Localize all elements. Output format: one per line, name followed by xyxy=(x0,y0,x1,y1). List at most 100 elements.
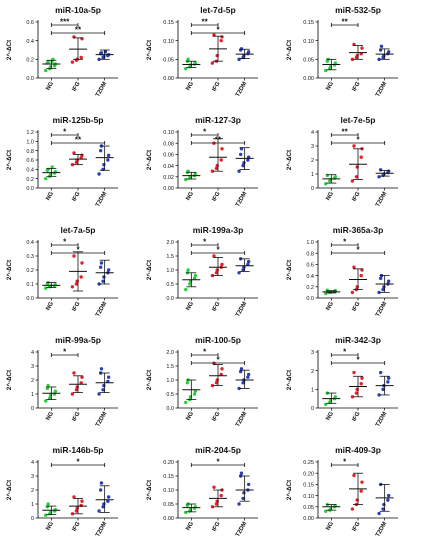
data-point xyxy=(324,182,328,186)
data-point xyxy=(378,276,383,281)
y-tick-label: 3 xyxy=(31,364,34,370)
data-point xyxy=(333,395,338,399)
data-point xyxy=(378,370,383,375)
y-tick-label: 4 xyxy=(311,130,314,136)
significance-label: ** xyxy=(342,128,349,137)
data-point xyxy=(188,282,192,286)
data-point xyxy=(97,57,101,62)
y-tick-label: 4 xyxy=(31,350,34,356)
chart-panel: miR-146b-5p 2^-∆Ct 0 1 2 3 4 NG IFG T2DM * xyxy=(5,445,118,538)
y-tick-label: 0.0 xyxy=(166,406,174,412)
x-tick-label: IFG xyxy=(212,81,222,93)
data-point xyxy=(359,273,363,278)
y-tick-label: 2 xyxy=(31,378,34,384)
y-tick-label: 0.6 xyxy=(26,20,34,26)
chart-panel: miR-127-3p 2^-∆Ct 0.00 0.02 0.04 0.06 0.08 0.10… xyxy=(145,115,258,208)
y-tick-label: 0 xyxy=(311,186,314,192)
data-point xyxy=(325,173,330,178)
data-point xyxy=(246,259,251,264)
y-tick-label: 0.05 xyxy=(303,58,314,64)
significance-label: * xyxy=(76,458,80,467)
significance-label: ** xyxy=(215,136,222,145)
data-point xyxy=(377,511,381,516)
significance-label: ** xyxy=(342,18,349,27)
chart-title: miR-365a-3p xyxy=(333,225,384,235)
y-tick-label: 4 xyxy=(31,460,34,466)
x-tick-label: IFG xyxy=(72,191,82,203)
significance-label: * xyxy=(343,238,347,247)
y-tick-label: 0.0 xyxy=(26,76,34,82)
chart-title: miR-204-5p xyxy=(195,445,241,455)
y-tick-label: 0.3 xyxy=(26,254,34,260)
y-tick-label: 0.4 xyxy=(26,168,34,174)
data-point xyxy=(44,176,48,181)
data-point xyxy=(106,153,111,158)
data-point xyxy=(220,35,224,39)
data-point xyxy=(106,499,110,503)
data-point xyxy=(186,268,190,272)
y-tick-label: 0.4 xyxy=(26,39,34,45)
data-point xyxy=(72,254,76,258)
x-tick-label: IFG xyxy=(72,301,82,313)
data-point xyxy=(333,175,338,179)
significance-label: ** xyxy=(75,136,82,145)
data-point xyxy=(101,279,105,283)
x-tick-label: T2DM xyxy=(95,191,108,208)
x-tick-label: T2DM xyxy=(375,301,388,318)
data-point xyxy=(184,287,188,292)
y-tick-label: 1.0 xyxy=(26,140,34,146)
data-point xyxy=(360,46,364,50)
data-point xyxy=(239,367,244,371)
data-point xyxy=(46,60,50,64)
data-point xyxy=(324,68,328,73)
y-tick-label: 0.05 xyxy=(303,505,314,511)
y-tick-label: 1.0 xyxy=(306,240,314,246)
y-tick-label: 0.10 xyxy=(163,39,174,45)
x-tick-label: T2DM xyxy=(95,521,108,538)
y-tick-label: 0.10 xyxy=(303,494,314,500)
x-tick-label: NG xyxy=(45,301,55,312)
data-point xyxy=(350,395,355,399)
chart-title: miR-342-3p xyxy=(335,335,381,345)
data-point xyxy=(241,496,245,501)
x-tick-label: T2DM xyxy=(375,521,388,538)
y-tick-label: 0.05 xyxy=(163,58,174,64)
significance-label: * xyxy=(63,348,67,357)
data-point xyxy=(184,510,188,515)
y-axis-label: 2^-∆Ct xyxy=(285,369,293,390)
y-tick-label: 2 xyxy=(31,488,34,494)
significance-label: * xyxy=(343,348,347,357)
data-point xyxy=(99,261,104,265)
data-point xyxy=(72,495,76,499)
x-tick-label: NG xyxy=(185,301,195,312)
data-point xyxy=(210,505,215,509)
data-point xyxy=(379,44,384,48)
data-point xyxy=(381,507,385,511)
data-point xyxy=(238,152,243,157)
data-point xyxy=(79,381,83,385)
y-tick-label: 0.08 xyxy=(163,141,174,147)
chart-panel: miR-100-5p 2^-∆Ct 0.0 0.5 1.0 1.5 2.0 NG IFG T2DM… xyxy=(145,335,258,428)
significance-label: * xyxy=(343,458,347,467)
data-point xyxy=(79,55,83,60)
y-tick-label: 2.0 xyxy=(166,240,174,246)
data-point xyxy=(106,158,110,162)
y-axis-label: 2^-∆Ct xyxy=(145,479,153,500)
y-tick-label: 0.00 xyxy=(303,516,314,522)
x-tick-label: T2DM xyxy=(375,411,388,428)
x-tick-label: NG xyxy=(325,191,335,202)
data-point xyxy=(219,158,223,162)
data-point xyxy=(210,383,215,388)
y-tick-label: 1.0 xyxy=(166,378,174,384)
x-tick-label: T2DM xyxy=(235,191,248,208)
data-point xyxy=(98,488,103,492)
y-tick-label: 2 xyxy=(311,158,314,164)
data-point xyxy=(79,275,83,279)
x-tick-label: T2DM xyxy=(375,191,388,208)
chart-title: miR-100-5p xyxy=(195,335,241,345)
data-point xyxy=(72,151,76,155)
x-tick-label: NG xyxy=(45,81,55,92)
x-tick-label: NG xyxy=(325,411,335,422)
y-tick-label: 0.2 xyxy=(26,268,34,274)
significance-label: *** xyxy=(60,18,70,27)
